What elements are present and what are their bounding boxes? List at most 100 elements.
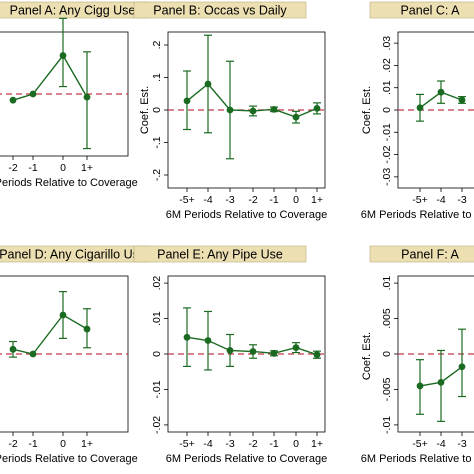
data-point xyxy=(83,325,91,333)
data-point xyxy=(226,106,234,114)
x-tick-label: 0 xyxy=(293,438,299,450)
y-axis-title: Coef. Est. xyxy=(139,86,151,134)
panel-6: Panel F: A -.01 -.005 0 .005 .01 Coef. Est. -5+… xyxy=(361,245,474,465)
panel-5: Panel E: Any Pipe Use-.02-.010.01.02-5+ -… xyxy=(133,245,327,465)
data-point xyxy=(416,104,424,112)
panel-title: Panel A: Any Cigg Use xyxy=(10,4,136,18)
x-tick-label: -3 xyxy=(457,194,466,206)
x-tick-label: -2 xyxy=(8,162,17,174)
data-point xyxy=(416,382,424,390)
y-tick-label: .2 xyxy=(151,40,163,49)
data-point xyxy=(313,351,321,359)
x-tick-label: -5+ xyxy=(412,438,427,450)
x-tick-label: 1+ xyxy=(81,162,93,174)
panel-title-bar xyxy=(369,1,474,19)
data-point xyxy=(204,337,212,344)
data-point xyxy=(29,350,37,358)
x-axis-title: 6M Periods Relative to Coverage xyxy=(0,453,138,465)
x-tick-label: -1 xyxy=(269,194,278,206)
y-tick-label: -.02 xyxy=(151,416,163,434)
x-tick-label: -5+ xyxy=(179,438,194,450)
data-point xyxy=(9,96,17,104)
data-point xyxy=(183,97,191,105)
series-line xyxy=(12,54,88,101)
x-axis-title: 6M Periods Relative to Coverage xyxy=(166,209,327,221)
panel-2: Panel B: Occas vs Daily -.2 -.1 0 .1 .2 Coef. … xyxy=(133,1,327,221)
data-point xyxy=(9,345,17,353)
panel-title: Panel E: Any Pipe Use xyxy=(157,248,283,262)
data-point xyxy=(458,363,466,371)
x-tick-label: -2 xyxy=(8,438,17,450)
x-tick-label: 1+ xyxy=(81,438,93,450)
y-tick-label: -.02 xyxy=(381,145,393,163)
panel-title: Panel C: A xyxy=(400,4,460,18)
y-tick-label: .03 xyxy=(381,36,393,51)
y-tick-label: -.01 xyxy=(381,123,393,141)
x-tick-label: -2 xyxy=(248,194,257,206)
x-tick-label: -3 xyxy=(457,438,466,450)
y-tick-label: .02 xyxy=(151,276,163,291)
x-tick-label: -1 xyxy=(269,438,278,450)
x-tick-label: -4 xyxy=(436,438,445,450)
y-tick-label: -.1 xyxy=(151,136,163,148)
x-tick-label: -2 xyxy=(248,438,257,450)
x-axis-title: 6M Periods Relative to Coverage xyxy=(0,177,138,189)
y-tick-label: .005 xyxy=(381,308,393,329)
panel-title-bar xyxy=(133,245,307,263)
data-point xyxy=(226,347,234,354)
y-tick-label: 0 xyxy=(381,351,393,357)
data-point xyxy=(249,107,257,115)
y-tick-label: .02 xyxy=(381,58,393,73)
x-tick-label: 0 xyxy=(60,162,66,174)
data-point xyxy=(437,378,445,386)
data-point xyxy=(313,104,321,112)
panel-title-bar xyxy=(369,245,474,263)
x-axis-title: 6M Periods Relative to Coverage xyxy=(361,453,474,465)
panel-title: Panel D: Any Cigarillo Use xyxy=(0,248,146,262)
y-tick-label: 0 xyxy=(151,351,163,357)
data-point xyxy=(270,349,278,357)
data-point xyxy=(183,333,191,341)
y-tick-label: -.2 xyxy=(151,169,163,181)
data-point xyxy=(292,113,300,121)
y-tick-label: -.005 xyxy=(381,377,393,401)
x-axis-title: 6M Periods Relative to Coverage xyxy=(166,453,327,465)
x-tick-label: -4 xyxy=(203,194,212,206)
y-tick-label: 0 xyxy=(151,107,163,113)
panel-title-bar xyxy=(133,1,307,19)
y-tick-label: -.03 xyxy=(381,168,393,186)
x-tick-label: -4 xyxy=(436,194,445,206)
panel-title: Panel F: A xyxy=(401,248,459,262)
y-axis-title: Coef. Est. xyxy=(361,332,373,380)
x-tick-label: -5+ xyxy=(179,194,194,206)
y-tick-label: .01 xyxy=(151,311,163,326)
y-axis-title: Coef. Est. xyxy=(361,86,373,134)
data-point xyxy=(59,311,67,319)
x-tick-label: -3 xyxy=(225,438,234,450)
x-tick-label: 1+ xyxy=(311,438,323,450)
x-tick-label: -4 xyxy=(203,438,212,450)
panel-3: Panel C: A -.03 -.02 -.01 0 .01 .02 .03 Coef. Es… xyxy=(361,1,474,221)
y-tick-label: .1 xyxy=(151,73,163,82)
data-point xyxy=(59,52,67,59)
y-tick-label: .01 xyxy=(381,80,393,95)
x-tick-label: 1+ xyxy=(311,194,323,206)
y-tick-label: -.01 xyxy=(151,380,163,398)
x-tick-label: 0 xyxy=(60,438,66,450)
data-point xyxy=(249,348,257,355)
y-tick-label: .01 xyxy=(381,276,393,291)
x-tick-label: -1 xyxy=(28,162,37,174)
x-tick-label: -3 xyxy=(225,194,234,206)
data-point xyxy=(458,96,466,104)
x-tick-label: -5+ xyxy=(412,194,427,206)
x-axis-title: 6M Periods Relative to Coverage xyxy=(361,209,474,221)
data-point xyxy=(29,90,37,98)
data-point xyxy=(204,80,212,88)
y-tick-label: -.01 xyxy=(381,416,393,434)
y-tick-label: 0 xyxy=(381,107,393,113)
series-line xyxy=(12,314,88,355)
panel-4: Panel D: Any Cigarillo Use-5+-4-3-2-101+… xyxy=(0,245,150,465)
panel-1: Panel A: Any Cigg Use-5+-4-3-2-101+6M Pe… xyxy=(0,1,150,189)
data-point xyxy=(437,88,445,96)
